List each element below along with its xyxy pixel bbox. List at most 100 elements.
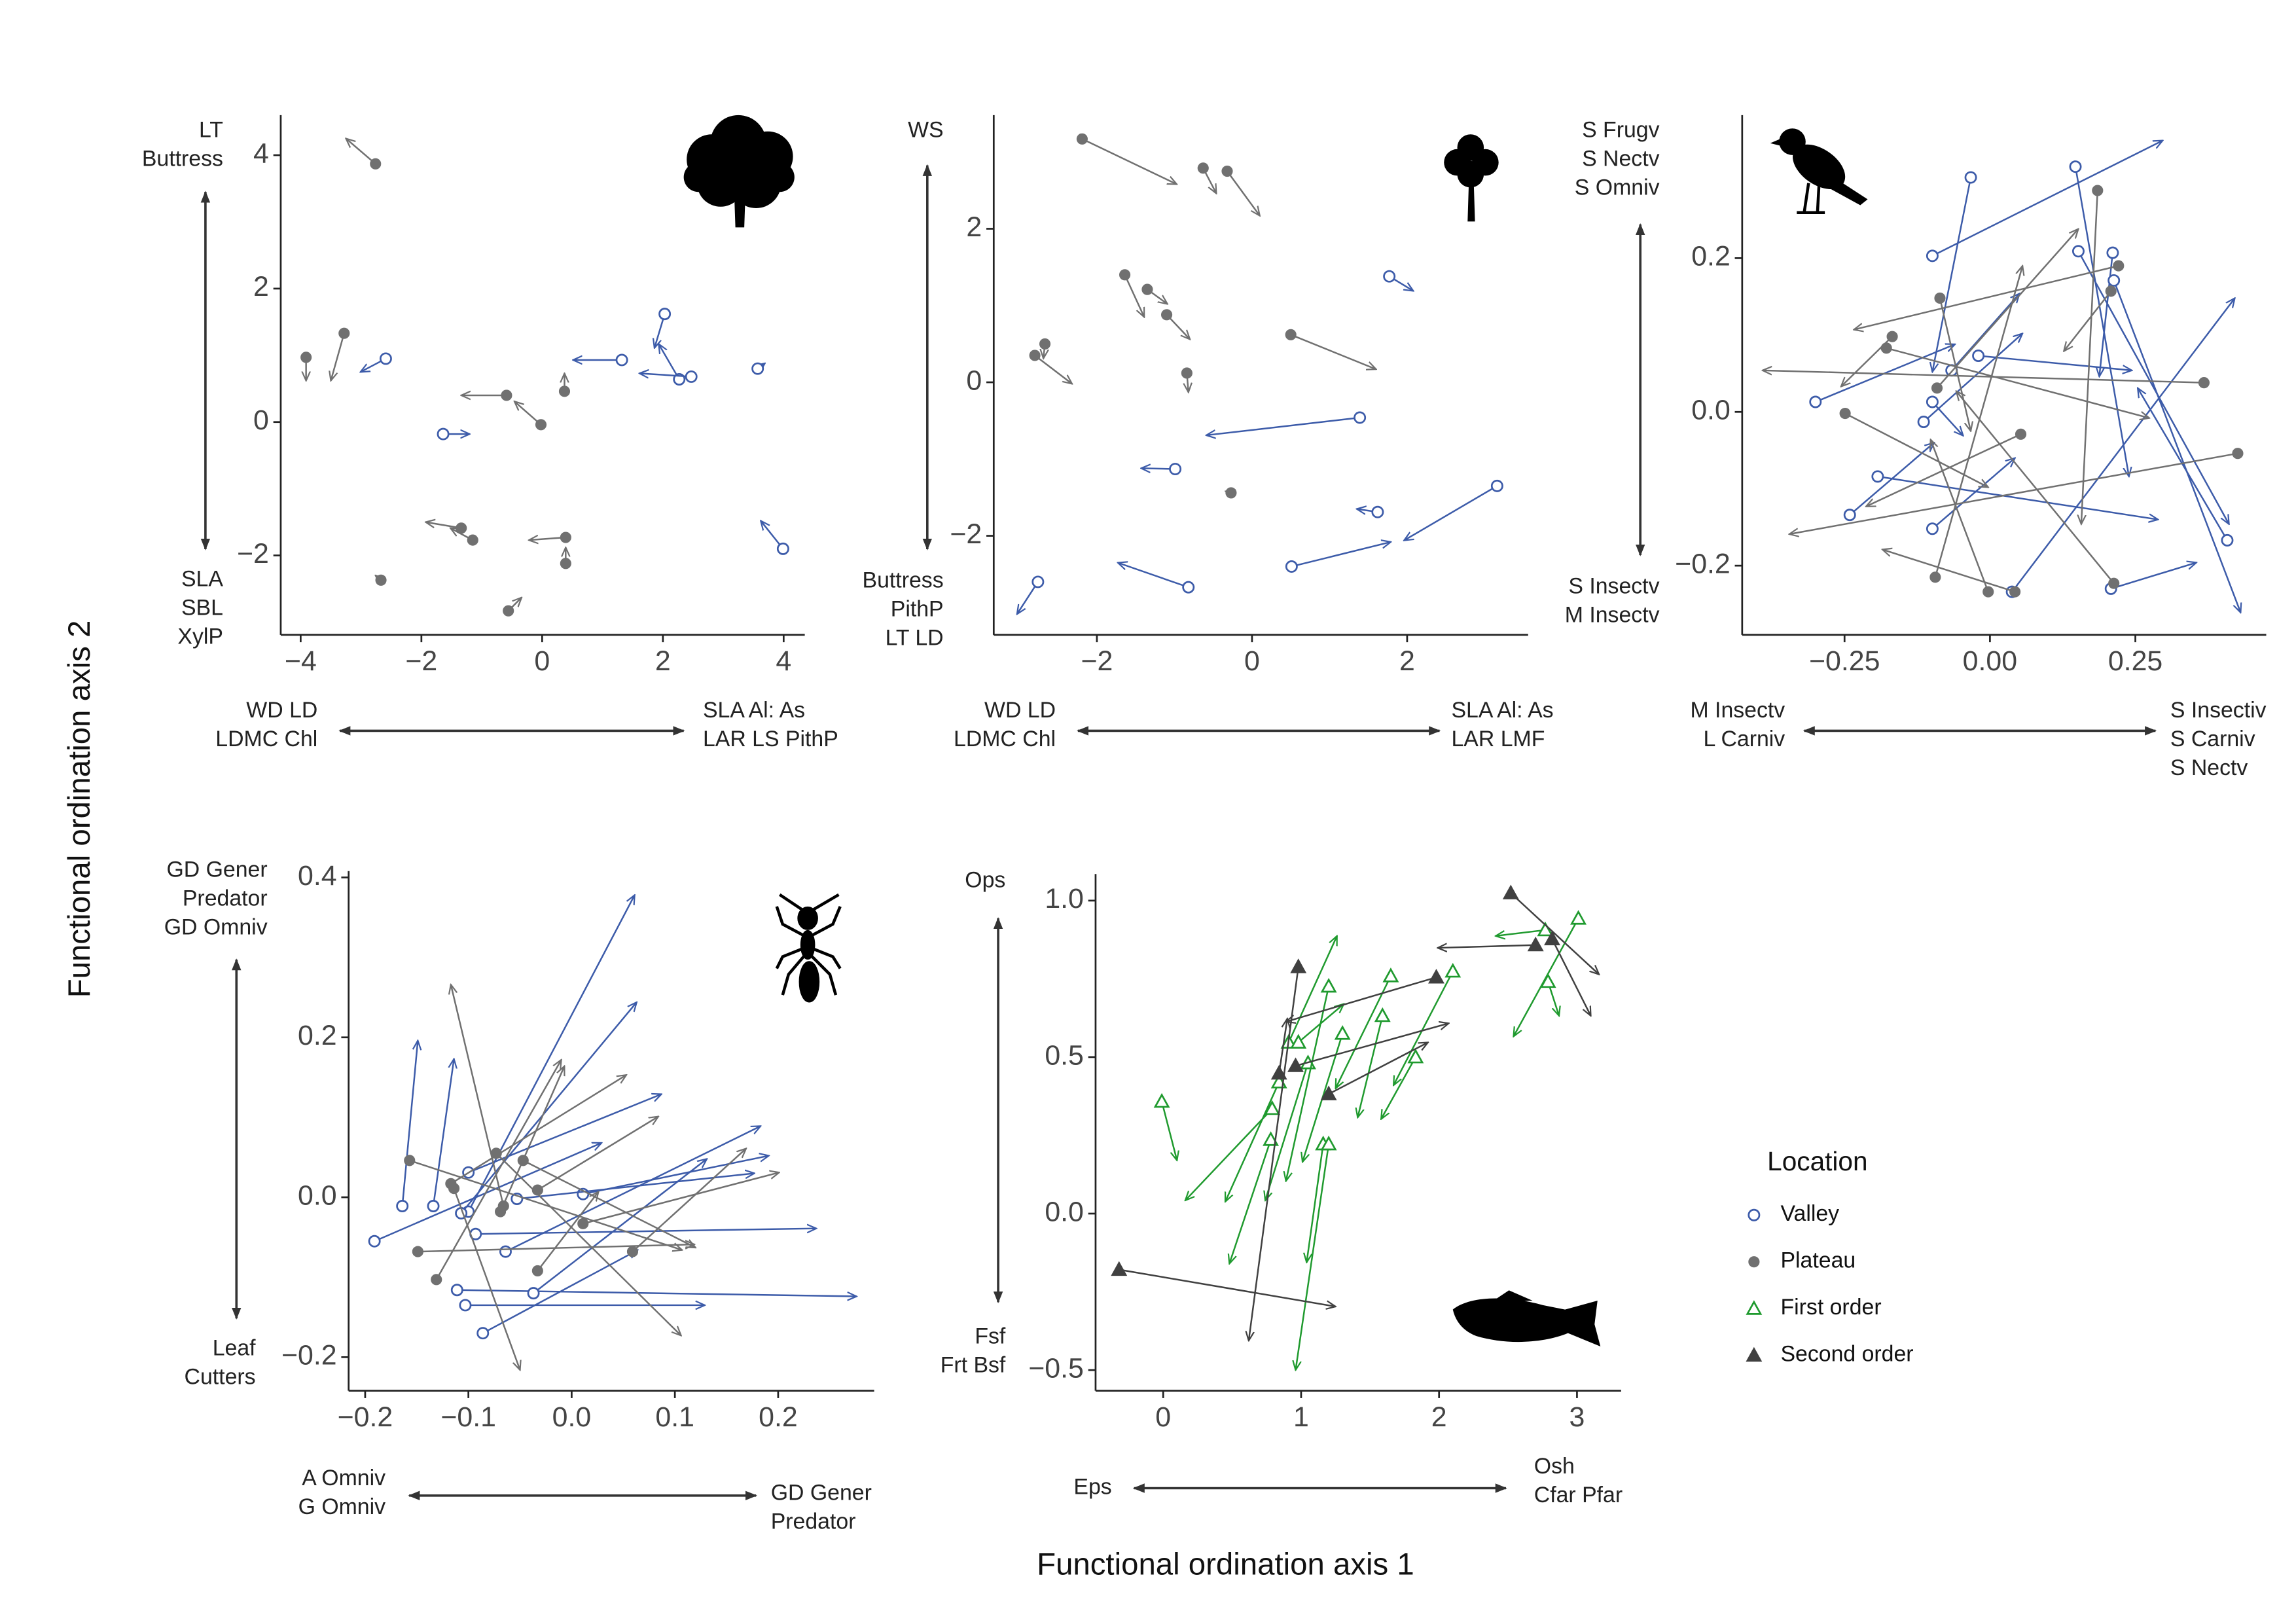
point [535, 419, 547, 431]
shift-arrow [1849, 442, 1934, 516]
point [2072, 245, 2085, 258]
shift-arrow [1081, 138, 1177, 184]
point [370, 158, 382, 170]
x-tick-label: 0.2 [759, 1401, 798, 1433]
x-tick-label: 0.0 [552, 1401, 592, 1433]
point [1886, 331, 1898, 342]
y-bottom-label: SBL [181, 595, 223, 620]
panel: −2 0 2 −2 0 2 WS Buttress PithP LT LD WD LD LDMC Ch… [863, 115, 1554, 751]
x-right-label: LAR LMF [1451, 727, 1545, 751]
y-bottom-label: S Insectv [1568, 574, 1659, 599]
x-left-label: WD LD [246, 698, 317, 723]
point [1502, 884, 1519, 899]
ant-icon [775, 893, 842, 1003]
x-tick-label: 2 [655, 645, 671, 677]
point [1182, 581, 1195, 594]
shift-arrow [1934, 266, 2022, 578]
point [490, 1147, 502, 1159]
y-bottom-label: Fsf [975, 1324, 1006, 1348]
shift-arrow [435, 1060, 562, 1280]
shift-arrow [432, 1059, 454, 1206]
shift-arrow [409, 1159, 682, 1250]
shift-arrow [583, 1172, 780, 1225]
legend-marker [1746, 1300, 1763, 1315]
x-right-label: Cfar Pfar [1534, 1483, 1623, 1507]
x-right-label: S Insectiv [2170, 698, 2267, 723]
x-tick-label: −2 [405, 645, 437, 677]
point [776, 542, 789, 555]
y-tick-label: 1.0 [1045, 883, 1084, 914]
shift-arrow [1931, 401, 1963, 436]
shift-arrow [639, 373, 692, 376]
y-bottom-label: M Insectv [1565, 603, 1660, 628]
point [527, 1287, 540, 1300]
point [615, 353, 628, 367]
point [1539, 973, 1556, 988]
shift-arrow [453, 1188, 520, 1370]
x-tick-label: 0 [1244, 645, 1260, 677]
tree-icon [683, 115, 795, 228]
legend-label: Second order [1780, 1342, 1913, 1367]
shift-arrow [1404, 485, 1498, 540]
point [1934, 292, 1946, 304]
y-top-label: WS [908, 118, 944, 143]
panel: −0.5 0.0 0.5 1.0 0 1 2 3 Ops Fsf Frt Bsf Eps Osh Cfar… [941, 867, 1623, 1507]
point [404, 1155, 416, 1166]
point [2232, 448, 2244, 460]
x-left-label: L Carniv [1704, 727, 1785, 751]
y-tick-label: 0.2 [298, 1020, 337, 1051]
point [1444, 962, 1462, 978]
y-tick-label: −2 [950, 518, 982, 550]
point [2092, 185, 2104, 196]
point [1871, 470, 1884, 483]
point [1972, 350, 1985, 362]
x-right-label: SLA Al: As [703, 698, 805, 723]
x-right-label: SLA Al: As [1451, 698, 1553, 723]
y-bottom-label: Cutters [185, 1364, 256, 1389]
x-left-label: LDMC Chl [215, 727, 317, 751]
point [300, 352, 312, 363]
shift-arrow [1328, 1042, 1428, 1095]
shift-arrow [1034, 354, 1072, 384]
point [658, 308, 672, 321]
y-bottom-label: XylP [177, 624, 223, 649]
shift-arrow [1287, 936, 1338, 1043]
y-top-label: S Frugv [1582, 118, 1660, 143]
point [1407, 1049, 1424, 1064]
shift-arrow [2064, 291, 2112, 352]
point [1031, 575, 1045, 588]
shift-arrow [1956, 391, 2115, 584]
shift-arrow [499, 1066, 565, 1212]
point [1926, 522, 1939, 535]
legend-label: First order [1780, 1295, 1881, 1320]
y-tick-label: 0.0 [1691, 395, 1731, 426]
y-top-label: S Omniv [1575, 175, 1660, 200]
point [1383, 270, 1396, 283]
shift-arrow [514, 401, 542, 425]
point [1382, 967, 1399, 983]
shift-arrow [1393, 971, 1454, 1085]
point [558, 386, 571, 397]
shift-arrow [529, 537, 566, 540]
point [1371, 505, 1384, 518]
shift-arrow [495, 1152, 681, 1335]
point [2106, 246, 2119, 259]
point [503, 605, 514, 617]
x-tick-label: −0.2 [338, 1401, 393, 1433]
point [379, 352, 392, 365]
point [1029, 350, 1041, 361]
point [427, 1200, 440, 1212]
x-tick-label: −0.25 [1809, 645, 1880, 677]
y-tick-label: 0 [253, 405, 269, 436]
x-tick-label: 4 [776, 645, 791, 677]
point [685, 370, 698, 383]
x-tick-label: 1 [1293, 1401, 1309, 1433]
y-top-label: Ops [965, 867, 1005, 892]
point [2009, 586, 2021, 598]
shift-arrow [1278, 1019, 1287, 1074]
x-left-label: LDMC Chl [954, 727, 1056, 751]
point [531, 1184, 543, 1196]
y-tick-label: −0.5 [1028, 1352, 1084, 1384]
